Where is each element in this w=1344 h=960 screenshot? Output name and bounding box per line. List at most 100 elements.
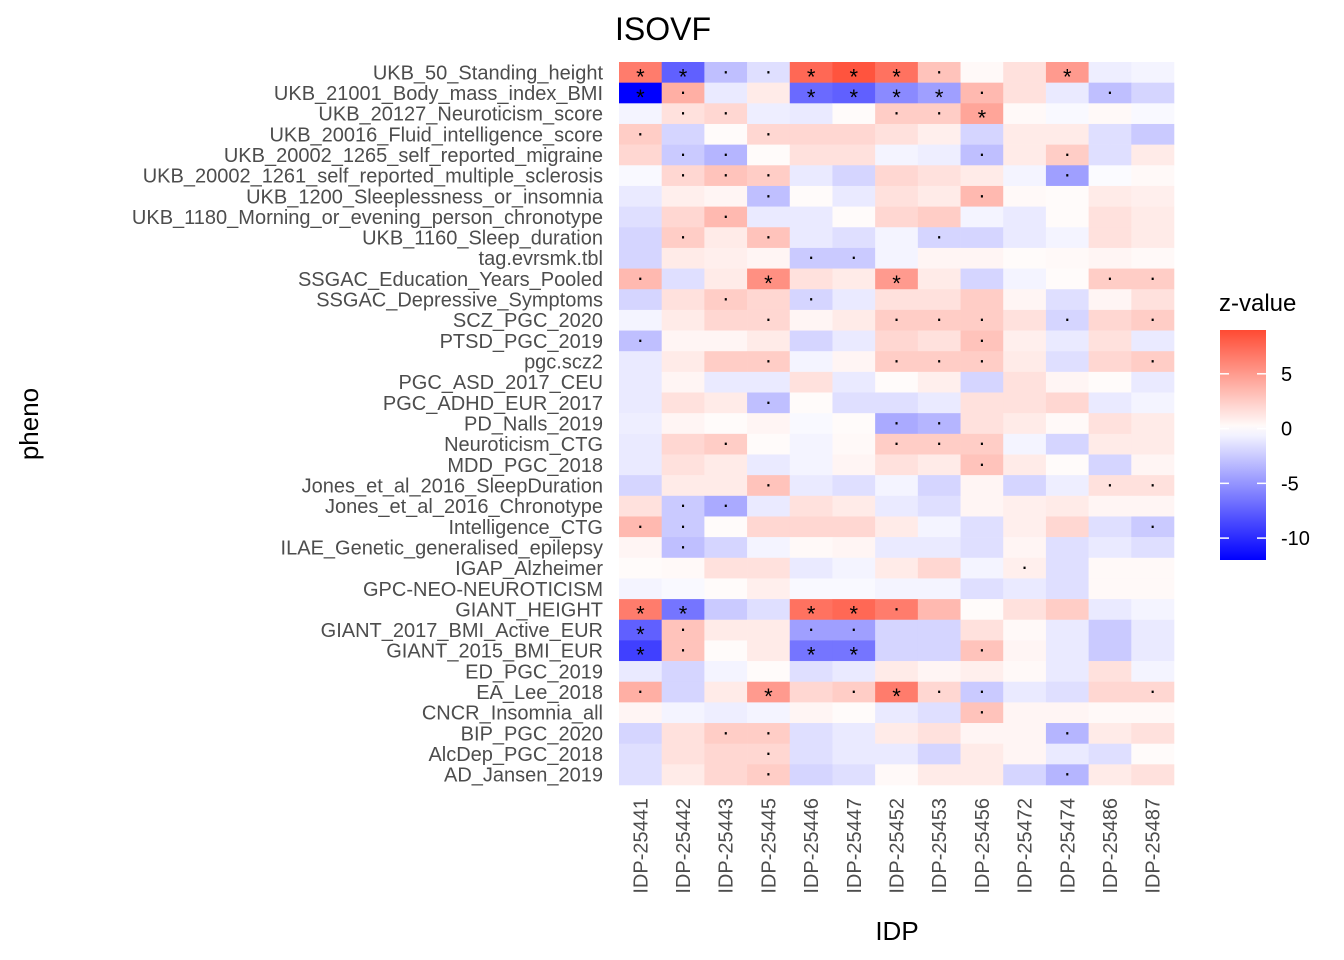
- heatmap-cell: [704, 206, 748, 228]
- heatmap-cell: [917, 371, 961, 393]
- heatmap-cell: [1088, 82, 1132, 104]
- heatmap-cell: [1045, 475, 1089, 497]
- heatmap-cell: [789, 640, 833, 662]
- heatmap-cell: [960, 764, 1004, 786]
- significance-marker: *: [892, 271, 901, 296]
- y-tick-label: PD_Nalls_2019: [464, 414, 603, 436]
- heatmap-cell: [1045, 764, 1089, 786]
- heatmap-cell: [832, 454, 876, 476]
- heatmap-cell: [832, 206, 876, 228]
- y-tick-label: UKB_20127_Neuroticism_score: [318, 104, 603, 126]
- heatmap-cell: [1131, 557, 1175, 579]
- heatmap-cell: [747, 247, 791, 269]
- heatmap-cell: [832, 599, 876, 621]
- heatmap-cell: [917, 723, 961, 744]
- significance-marker: ·: [1106, 471, 1113, 496]
- heatmap-cell: [789, 578, 833, 600]
- heatmap-cell: [832, 681, 876, 703]
- heatmap-cell: [661, 640, 705, 662]
- heatmap-cell: [875, 557, 919, 579]
- significance-marker: ·: [679, 100, 686, 125]
- heatmap-cell: [619, 516, 662, 538]
- heatmap-cell: [704, 640, 748, 662]
- heatmap-cell: [832, 578, 876, 600]
- significance-marker: *: [807, 643, 816, 668]
- significance-marker: ·: [722, 492, 729, 517]
- y-tick-label: UKB_20002_1261_self_reported_multiple_sc…: [143, 166, 603, 188]
- heatmap-cell: [832, 764, 876, 786]
- heatmap-cell: [619, 495, 662, 517]
- heatmap-cell: [832, 640, 876, 662]
- heatmap-cell: [1003, 330, 1047, 352]
- x-tick-label: IDP-25447: [844, 798, 866, 894]
- significance-marker: ·: [1149, 513, 1156, 538]
- heatmap-cell: [1088, 557, 1132, 579]
- y-tick-label: UKB_20002_1265_self_reported_migraine: [224, 145, 603, 167]
- significance-marker: ·: [850, 678, 857, 703]
- heatmap-cell: [875, 578, 919, 600]
- significance-marker: *: [636, 643, 645, 668]
- heatmap-cell: [747, 165, 791, 187]
- y-tick-label: SSGAC_Depressive_Symptoms: [316, 290, 603, 312]
- heatmap-cell: [1088, 743, 1132, 765]
- heatmap-cell: [619, 268, 662, 290]
- heatmap-cell: [619, 227, 662, 249]
- y-tick-label: UKB_21001_Body_mass_index_BMI: [274, 83, 603, 105]
- heatmap-cell: [661, 123, 705, 145]
- heatmap-cell: [1003, 413, 1047, 435]
- heatmap-cell: [875, 640, 919, 662]
- heatmap-cell: [747, 227, 791, 249]
- heatmap-cell: [747, 413, 791, 435]
- heatmap-cell: [832, 247, 876, 269]
- heatmap-cell: [1088, 702, 1132, 724]
- heatmap-cell: [917, 330, 961, 352]
- significance-marker: ·: [936, 678, 943, 703]
- significance-marker: ·: [978, 637, 985, 662]
- significance-marker: ·: [765, 182, 772, 207]
- heatmap-cell: [1045, 371, 1089, 393]
- heatmap-cell: [619, 247, 662, 269]
- heatmap-cell: [619, 103, 662, 125]
- y-tick-label: PTSD_PGC_2019: [440, 331, 603, 353]
- heatmap-cell: [1131, 392, 1175, 414]
- significance-marker: ·: [679, 533, 686, 558]
- y-tick-label: Jones_et_al_2016_Chronotype: [325, 496, 603, 518]
- heatmap-cell: [832, 619, 876, 641]
- heatmap-cell: [619, 702, 662, 724]
- heatmap-cell: [619, 165, 662, 187]
- heatmap-cell: [917, 351, 961, 373]
- heatmap-cell: [747, 764, 791, 786]
- heatmap-cell: [747, 640, 791, 662]
- heatmap-cell: [619, 144, 662, 166]
- significance-marker: *: [892, 64, 901, 89]
- heatmap-cell: [1131, 661, 1175, 683]
- heatmap-cell: [1003, 82, 1047, 104]
- heatmap-cell: [960, 723, 1004, 744]
- heatmap-cell: [832, 743, 876, 765]
- heatmap-cell: [1088, 619, 1132, 641]
- heatmap-cell: [1131, 82, 1175, 104]
- heatmap-cell: [1045, 268, 1089, 290]
- heatmap-cell: [960, 165, 1004, 187]
- heatmap-cell: [1003, 123, 1047, 145]
- heatmap-cell: [661, 537, 705, 559]
- heatmap-cell: [960, 82, 1004, 104]
- heatmap-cell: [875, 764, 919, 786]
- y-tick-label: UKB_1180_Morning_or_evening_person_chron…: [132, 207, 603, 229]
- heatmap-cell: [917, 681, 961, 703]
- heatmap-cell: [747, 62, 791, 83]
- heatmap-cell: [661, 516, 705, 538]
- heatmap-cell: [1003, 433, 1047, 455]
- x-tick-label: IDP-25474: [1057, 798, 1079, 894]
- y-tick-label: UKB_1200_Sleeplessness_or_insomnia: [246, 186, 604, 208]
- heatmap-cell: [875, 185, 919, 207]
- heatmap-cell: [789, 723, 833, 744]
- heatmap-cell: [1088, 537, 1132, 559]
- heatmap-cell: [832, 475, 876, 497]
- heatmap-cell: [917, 206, 961, 228]
- heatmap-cell: [1131, 702, 1175, 724]
- y-tick-label: UKB_50_Standing_height: [373, 62, 604, 84]
- heatmap-cell: [619, 433, 662, 455]
- heatmap-cell: [832, 82, 876, 104]
- heatmap-cell: [960, 62, 1004, 83]
